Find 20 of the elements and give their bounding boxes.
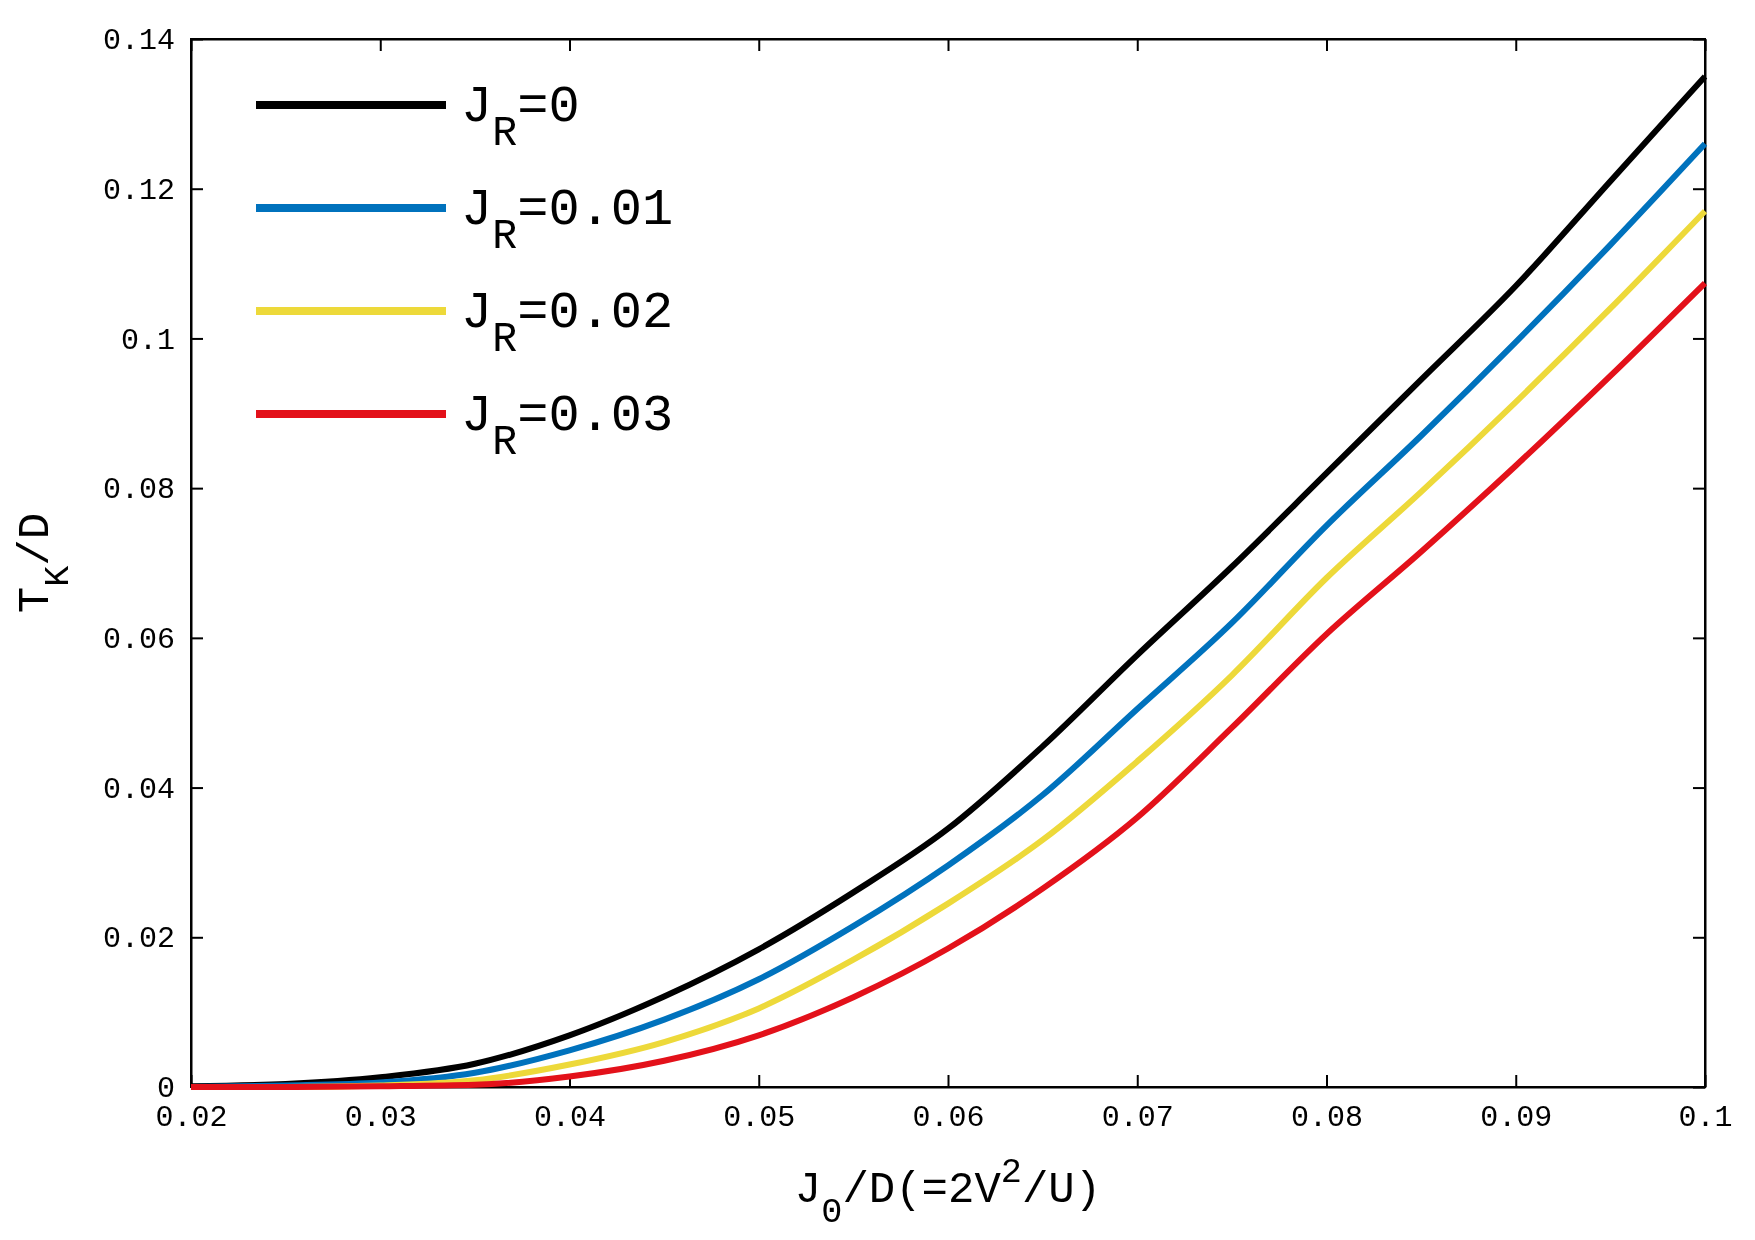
y-tick-label: 0.12 — [102, 173, 175, 208]
y-tick-label: 0.1 — [120, 323, 175, 358]
x-tick-label: 0.06 — [912, 1101, 985, 1136]
x-tick-label: 0.1 — [1678, 1101, 1733, 1136]
legend-label: J$_{R}$=0.01 — [461, 181, 674, 260]
y-tick-label: 0.06 — [102, 622, 175, 657]
x-tick-label: 0.05 — [723, 1101, 796, 1136]
y-tick-label: 0.14 — [102, 24, 175, 59]
legend-label: J$_{R}$=0.02 — [461, 284, 674, 363]
x-tick-label: 0.04 — [533, 1101, 607, 1136]
x-tick-label: 0.07 — [1101, 1101, 1174, 1136]
x-tick-label: 0.09 — [1480, 1101, 1553, 1136]
y-tick-label: 0.04 — [102, 772, 175, 807]
x-tick-label: 0.08 — [1290, 1101, 1364, 1136]
legend-label: J$_{R}$=0 — [461, 78, 580, 157]
legend-label: J$_{R}$=0.03 — [461, 387, 674, 466]
x-tick-label: 0.03 — [344, 1101, 417, 1136]
y-tick-label: 0.08 — [102, 473, 175, 508]
x-axis-title: J$_{0}$/D(=2V$^{2}$/U) — [794, 1153, 1102, 1233]
y-tick-label: 0.02 — [102, 922, 175, 957]
